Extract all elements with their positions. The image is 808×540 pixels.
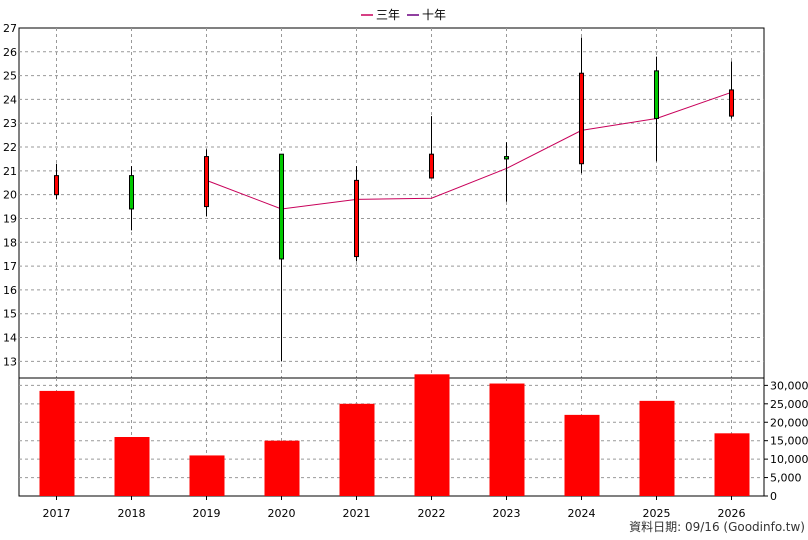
price-tick-label: 27 bbox=[3, 22, 17, 35]
x-axis: 2017 2018 2019 2020 2021 2022 2023 2024 2025 2026 bbox=[43, 496, 746, 520]
volume-bar-2018 bbox=[114, 437, 150, 496]
price-plot-frame bbox=[18, 27, 765, 379]
candle-2026 bbox=[729, 61, 734, 119]
volume-tick-label: 15,000 bbox=[770, 435, 808, 448]
volume-bar-2020 bbox=[264, 440, 300, 496]
x-tick-label-2017: 2017 bbox=[43, 507, 71, 520]
candle-2019 bbox=[204, 149, 209, 217]
x-tick-label-2019: 2019 bbox=[193, 507, 221, 520]
price-tick-label: 14 bbox=[3, 332, 17, 345]
candle-2020 bbox=[279, 153, 284, 362]
candle-body bbox=[54, 175, 59, 196]
candle-2023 bbox=[504, 142, 509, 202]
x-tick-label-2025: 2025 bbox=[643, 507, 671, 520]
volume-tick-label: 5,000 bbox=[770, 472, 802, 485]
candle-body bbox=[429, 153, 434, 179]
price-tick-label: 24 bbox=[3, 93, 17, 106]
price-tick-label: 19 bbox=[3, 212, 17, 225]
price-tick-label: 16 bbox=[3, 284, 17, 297]
candle-2018 bbox=[129, 166, 134, 231]
price-tick-label: 26 bbox=[3, 46, 17, 59]
x-tick-label-2026: 2026 bbox=[718, 507, 746, 520]
price-tick-label: 23 bbox=[3, 117, 17, 130]
candle-2024 bbox=[579, 37, 584, 174]
x-tick-label-2023: 2023 bbox=[493, 507, 521, 520]
price-tick-label: 15 bbox=[3, 308, 17, 321]
candle-body bbox=[504, 156, 509, 160]
candle-2022 bbox=[429, 116, 434, 179]
candle-body bbox=[654, 70, 659, 119]
x-tick-label-2022: 2022 bbox=[418, 507, 446, 520]
volume-bar-2017 bbox=[39, 390, 75, 496]
price-tick-label: 21 bbox=[3, 165, 17, 178]
volume-plot-frame bbox=[18, 377, 765, 497]
volume-panel: 0 5,000 10,000 15,000 20,000 25,000 30,000 bbox=[18, 374, 808, 503]
x-tick-label-2018: 2018 bbox=[118, 507, 146, 520]
candle-2017 bbox=[54, 163, 59, 200]
candles bbox=[54, 37, 734, 362]
volume-bar-2022 bbox=[414, 374, 450, 496]
candle-2021 bbox=[354, 166, 359, 262]
price-panel: 13 14 15 16 17 18 19 20 21 22 23 24 25 26 27 bbox=[3, 22, 765, 379]
candle-body bbox=[279, 153, 284, 260]
legend: 三年 十年 bbox=[361, 8, 446, 22]
x-tick-label-2021: 2021 bbox=[343, 507, 371, 520]
volume-y-axis: 0 5,000 10,000 15,000 20,000 25,000 30,000 bbox=[764, 379, 808, 503]
volume-tick-label: 30,000 bbox=[770, 379, 808, 392]
volume-tick-label: 10,000 bbox=[770, 453, 808, 466]
price-tick-label: 20 bbox=[3, 189, 17, 202]
legend-label-ten-year: 十年 bbox=[422, 8, 446, 22]
x-tick-label-2020: 2020 bbox=[268, 507, 296, 520]
price-tick-label: 25 bbox=[3, 70, 17, 83]
volume-tick-label: 0 bbox=[770, 490, 777, 503]
legend-label-three-year: 三年 bbox=[376, 8, 400, 22]
x-tick-label-2024: 2024 bbox=[568, 507, 596, 520]
volume-bar-2021 bbox=[339, 403, 375, 496]
candle-body bbox=[729, 89, 734, 117]
candle-2025 bbox=[654, 56, 659, 162]
footer-source-text: 資料日期: 09/16 (Goodinfo.tw) bbox=[629, 520, 805, 534]
price-tick-label: 22 bbox=[3, 141, 17, 154]
volume-bar-2024 bbox=[564, 414, 600, 496]
ma-three-year-line bbox=[206, 91, 732, 210]
price-tick-label: 17 bbox=[3, 260, 17, 273]
price-grid bbox=[19, 28, 764, 378]
price-y-axis: 13 14 15 16 17 18 19 20 21 22 23 24 25 26 27 bbox=[3, 22, 17, 368]
volume-bars bbox=[39, 374, 750, 496]
volume-bar-2023 bbox=[489, 383, 525, 496]
volume-tick-label: 20,000 bbox=[770, 416, 808, 429]
candle-body bbox=[204, 156, 209, 208]
volume-tick-label: 25,000 bbox=[770, 398, 808, 411]
volume-bar-2019 bbox=[189, 455, 225, 496]
volume-bar-2026 bbox=[714, 433, 750, 496]
price-tick-label: 13 bbox=[3, 355, 17, 368]
candle-body bbox=[354, 179, 359, 258]
ma-lines bbox=[206, 91, 732, 210]
candle-body bbox=[129, 175, 134, 210]
candle-body bbox=[579, 72, 584, 165]
volume-bar-2025 bbox=[639, 400, 675, 496]
price-tick-label: 18 bbox=[3, 236, 17, 249]
